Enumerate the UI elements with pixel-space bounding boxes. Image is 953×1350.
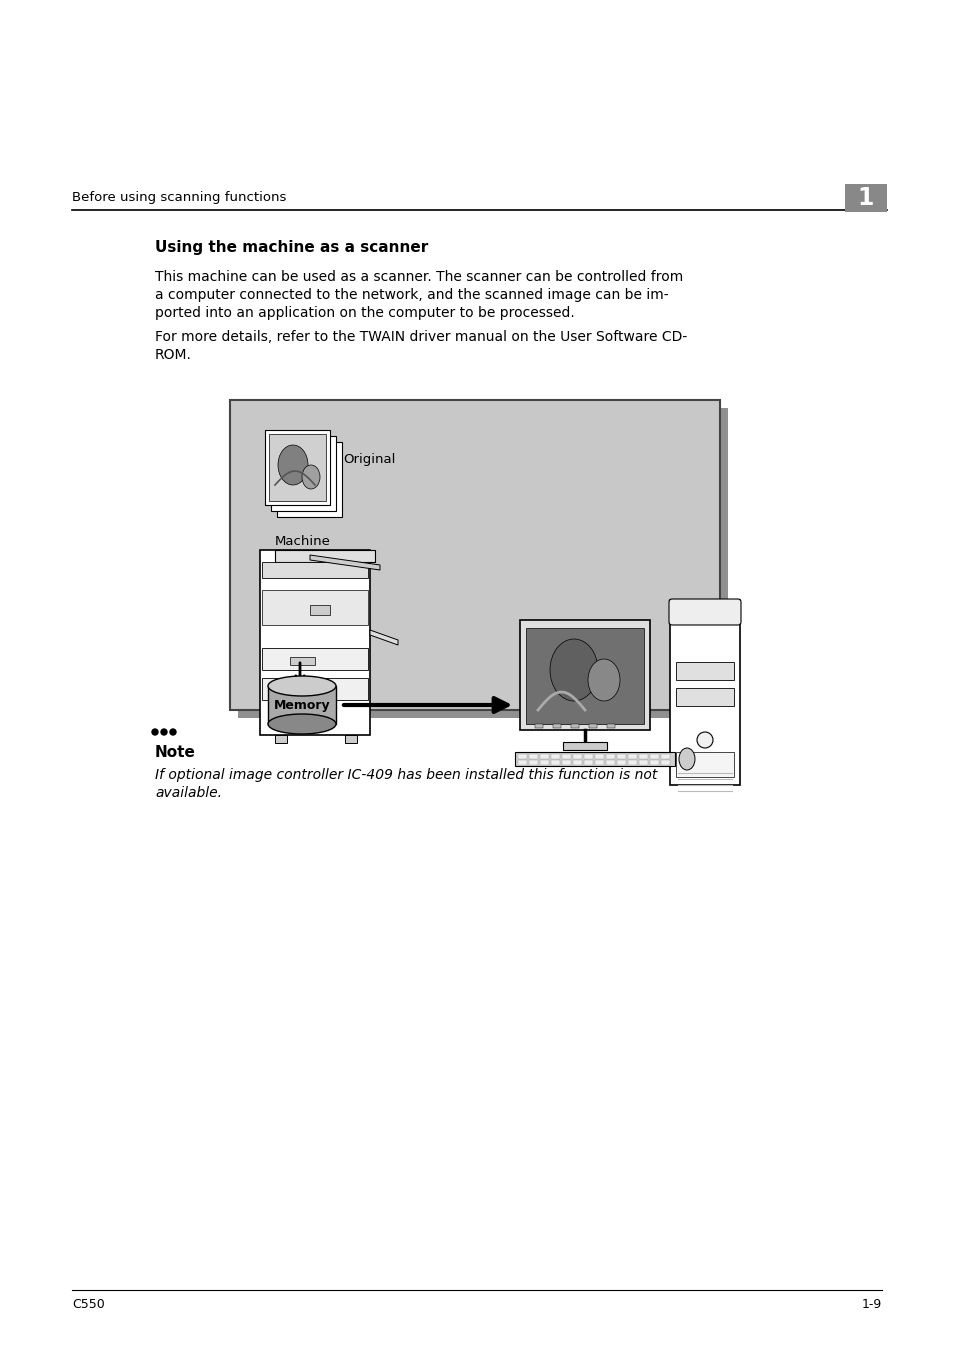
Bar	[573, 755, 581, 759]
Bar	[649, 755, 659, 759]
Bar	[274, 734, 287, 743]
Bar	[265, 431, 330, 505]
Bar	[519, 620, 649, 730]
Polygon shape	[310, 555, 379, 570]
Bar	[561, 755, 571, 759]
Bar	[660, 760, 669, 765]
Bar	[535, 724, 542, 728]
Circle shape	[170, 729, 175, 734]
Text: Before using scanning functions: Before using scanning functions	[71, 190, 286, 204]
Bar	[676, 752, 733, 778]
Bar	[290, 657, 314, 666]
Bar	[262, 590, 368, 625]
Bar	[561, 760, 571, 765]
Bar	[260, 549, 370, 734]
Bar	[844, 184, 886, 212]
Circle shape	[152, 729, 158, 734]
Text: Original: Original	[343, 454, 395, 467]
Text: Machine: Machine	[274, 535, 331, 548]
Bar	[529, 755, 537, 759]
Bar	[595, 755, 603, 759]
Bar	[515, 752, 675, 765]
Bar	[583, 760, 593, 765]
Bar	[660, 755, 669, 759]
Bar	[271, 436, 335, 512]
Bar	[525, 628, 643, 724]
Bar	[595, 760, 603, 765]
Bar	[617, 760, 625, 765]
Bar	[676, 688, 733, 706]
Bar	[676, 662, 733, 680]
Ellipse shape	[277, 446, 308, 485]
Bar	[583, 755, 593, 759]
Text: Note: Note	[154, 745, 195, 760]
Circle shape	[161, 729, 167, 734]
Ellipse shape	[268, 714, 335, 734]
Bar	[517, 760, 526, 765]
Text: For more details, refer to the TWAIN driver manual on the User Software CD-: For more details, refer to the TWAIN dri…	[154, 329, 686, 344]
Bar	[639, 760, 647, 765]
Bar	[617, 755, 625, 759]
Bar	[627, 755, 637, 759]
Bar	[573, 760, 581, 765]
Bar	[606, 724, 615, 728]
Text: a computer connected to the network, and the scanned image can be im-: a computer connected to the network, and…	[154, 288, 668, 302]
Text: C550: C550	[71, 1297, 105, 1311]
Text: Memory: Memory	[274, 698, 330, 711]
Bar	[262, 562, 368, 578]
Bar	[605, 755, 615, 759]
Bar	[588, 724, 597, 728]
Polygon shape	[370, 630, 397, 645]
Bar	[539, 755, 548, 759]
Ellipse shape	[679, 748, 695, 770]
Text: This machine can be used as a scanner. The scanner can be controlled from: This machine can be used as a scanner. T…	[154, 270, 682, 284]
Bar	[262, 678, 368, 701]
Ellipse shape	[587, 659, 619, 701]
Text: 1-9: 1-9	[861, 1297, 882, 1311]
Bar	[274, 549, 375, 562]
Ellipse shape	[550, 639, 598, 701]
Text: Using the machine as a scanner: Using the machine as a scanner	[154, 240, 428, 255]
Bar	[290, 687, 314, 695]
Bar	[276, 441, 341, 517]
Bar	[262, 648, 368, 670]
Bar	[605, 760, 615, 765]
Bar	[517, 755, 526, 759]
Bar	[230, 400, 720, 710]
Bar	[669, 599, 740, 784]
Bar	[562, 743, 606, 751]
Ellipse shape	[697, 732, 712, 748]
FancyBboxPatch shape	[668, 599, 740, 625]
Bar	[551, 755, 559, 759]
Bar	[345, 734, 356, 743]
Bar	[269, 433, 326, 501]
Ellipse shape	[302, 464, 319, 489]
Bar	[649, 760, 659, 765]
Bar	[571, 724, 578, 728]
Bar	[551, 760, 559, 765]
Ellipse shape	[268, 676, 335, 697]
Text: available.: available.	[154, 786, 222, 801]
Bar	[268, 686, 335, 724]
Bar	[639, 755, 647, 759]
Bar	[627, 760, 637, 765]
Bar	[553, 724, 560, 728]
Bar	[310, 605, 330, 616]
Bar	[539, 760, 548, 765]
Bar	[529, 760, 537, 765]
Text: If optional image controller IC-409 has been installed this function is not: If optional image controller IC-409 has …	[154, 768, 657, 782]
Text: ported into an application on the computer to be processed.: ported into an application on the comput…	[154, 306, 574, 320]
Text: 1: 1	[857, 186, 873, 211]
Bar	[237, 408, 727, 718]
Text: ROM.: ROM.	[154, 348, 192, 362]
